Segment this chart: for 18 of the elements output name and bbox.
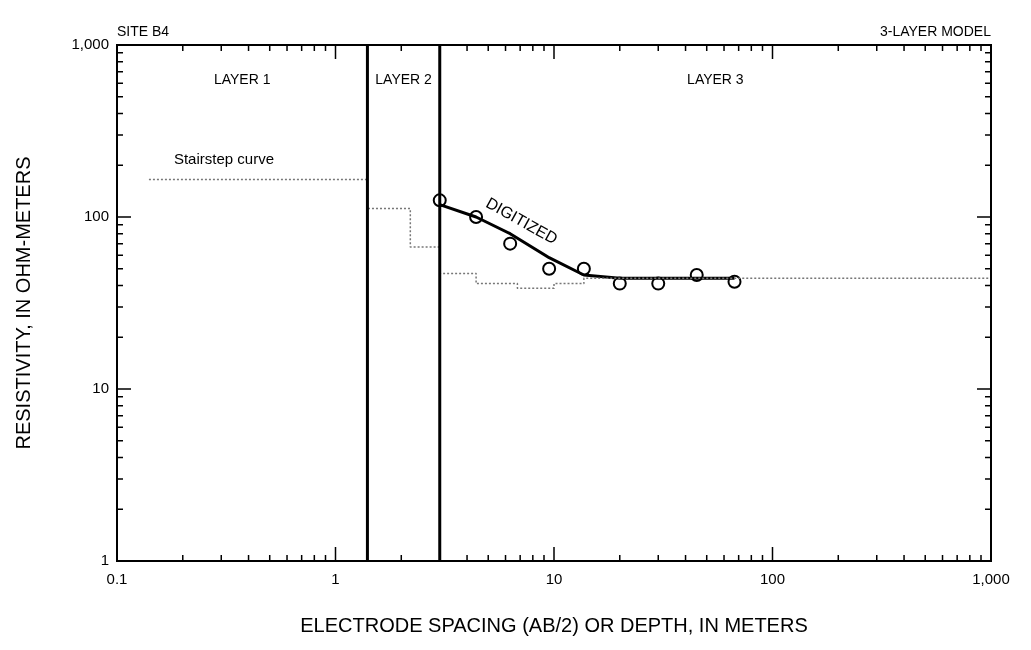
x-tick-label: 1	[331, 570, 340, 588]
x-tick-label: 0.1	[106, 570, 128, 588]
point	[542, 261, 557, 276]
y-axis-title: RESISTIVITY, IN OHM-METERS	[11, 156, 34, 450]
y-tick-label: 1	[100, 551, 109, 569]
x-axis-title: ELECTRODE SPACING (AB/2) OR DEPTH, IN METERS	[300, 613, 808, 636]
annotation: LAYER 2	[375, 70, 433, 87]
y-tick-label: 1,000	[71, 35, 109, 53]
y-tick-label: 10	[92, 379, 109, 397]
annotation: LAYER 3	[687, 70, 744, 87]
y-tick-label: 100	[83, 207, 109, 225]
x-tick-label: 100	[759, 570, 786, 588]
x-tick-label: 10	[545, 570, 563, 588]
annotation: LAYER 1	[213, 70, 271, 87]
chart-subtitle: 3-LAYER MODEL	[880, 22, 992, 39]
series-label: Stairstep curve	[173, 150, 274, 168]
x-tick-label: 1,000	[972, 570, 1010, 588]
chart-title: SITE B4	[117, 22, 170, 39]
